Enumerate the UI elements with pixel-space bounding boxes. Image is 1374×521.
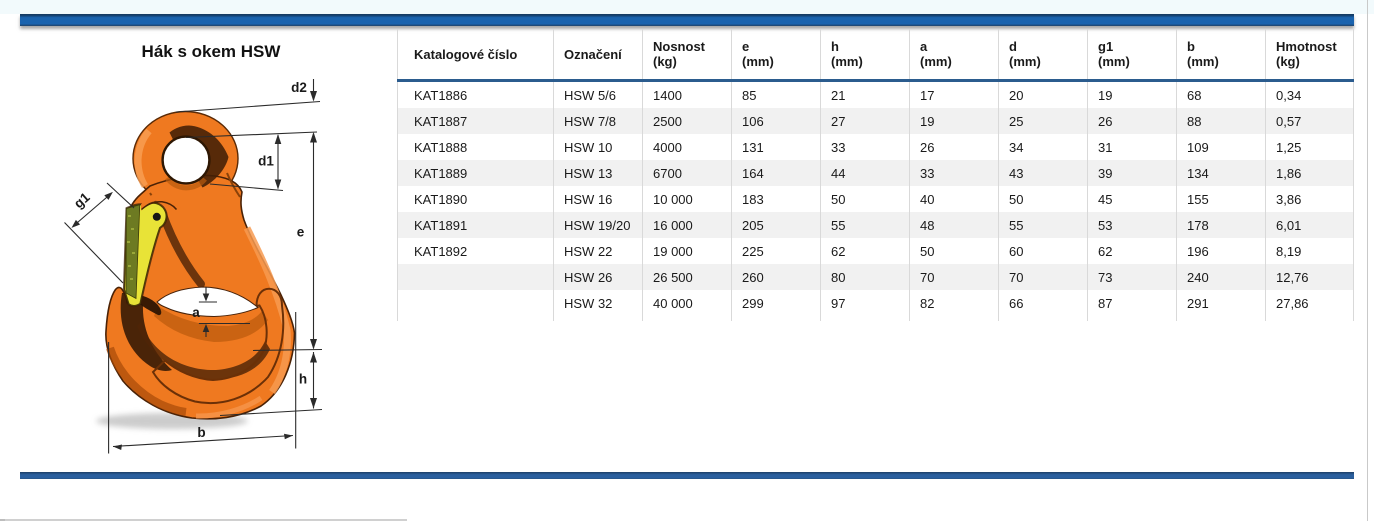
svg-text:g1: g1: [71, 189, 93, 211]
svg-text:d2: d2: [291, 80, 307, 95]
svg-text:h: h: [299, 372, 307, 387]
svg-text:d1: d1: [258, 154, 274, 169]
svg-text:e: e: [297, 225, 305, 240]
svg-text:b: b: [197, 425, 205, 440]
svg-text:a: a: [192, 305, 200, 320]
